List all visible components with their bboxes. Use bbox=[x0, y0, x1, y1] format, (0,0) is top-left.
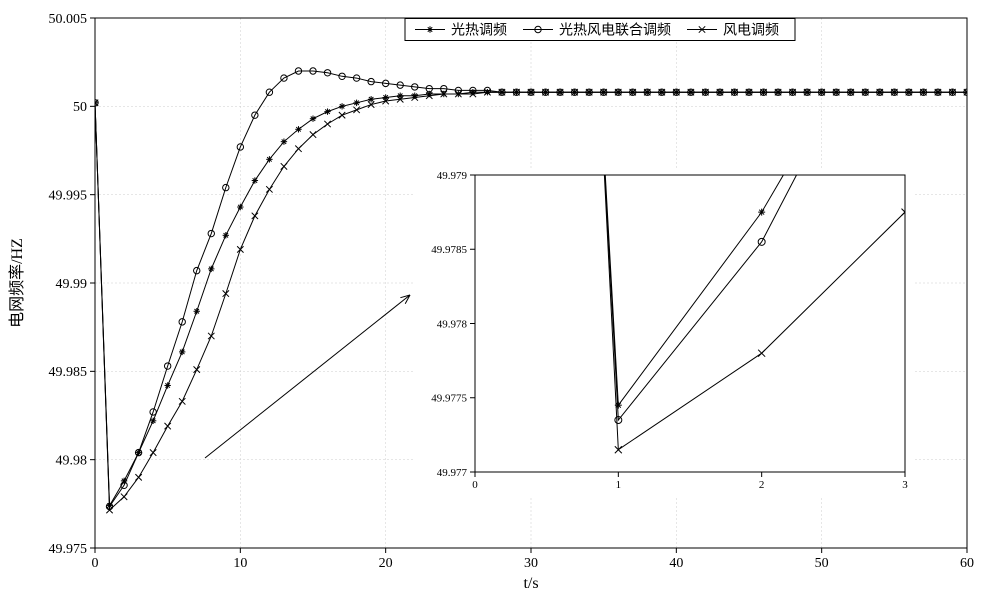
chart-container: 010203040506049.97549.9849.98549.9949.99… bbox=[0, 0, 1000, 599]
x-tick-label: 10 bbox=[233, 556, 247, 571]
x-tick-label: 0 bbox=[472, 479, 478, 491]
legend: 光热调频 光热风电联合调频 风电调频 bbox=[405, 19, 795, 41]
y-tick-label: 49.98 bbox=[56, 454, 88, 469]
x-tick-label: 50 bbox=[815, 556, 829, 571]
y-tick-label: 50 bbox=[73, 100, 87, 115]
chart-svg: 010203040506049.97549.9849.98549.9949.99… bbox=[0, 0, 1000, 599]
y-tick-label: 49.995 bbox=[49, 189, 88, 204]
y-tick-label: 49.985 bbox=[49, 365, 88, 380]
x-tick-label: 20 bbox=[379, 556, 393, 571]
x-axis-label: t/s bbox=[523, 575, 538, 592]
y-tick-label: 49.977 bbox=[437, 467, 468, 479]
y-tick-label: 49.99 bbox=[56, 277, 88, 292]
y-axis-label: 电网频率/HZ bbox=[8, 238, 26, 328]
legend-label: 光热风电联合调频 bbox=[559, 22, 671, 38]
legend-label: 风电调频 bbox=[723, 22, 779, 38]
x-tick-label: 40 bbox=[669, 556, 683, 571]
x-tick-label: 0 bbox=[92, 556, 99, 571]
x-tick-label: 60 bbox=[960, 556, 974, 571]
x-tick-label: 2 bbox=[759, 479, 765, 491]
y-tick-label: 50.005 bbox=[49, 12, 88, 27]
y-tick-label: 49.978 bbox=[437, 318, 468, 330]
x-tick-label: 3 bbox=[902, 479, 908, 491]
y-tick-label: 49.975 bbox=[49, 542, 88, 557]
x-tick-label: 1 bbox=[616, 479, 622, 491]
y-tick-label: 49.9775 bbox=[431, 393, 467, 405]
y-tick-label: 49.979 bbox=[437, 170, 468, 182]
legend-label: 光热调频 bbox=[451, 22, 507, 38]
y-tick-label: 49.9785 bbox=[431, 244, 467, 256]
x-tick-label: 30 bbox=[524, 556, 538, 571]
